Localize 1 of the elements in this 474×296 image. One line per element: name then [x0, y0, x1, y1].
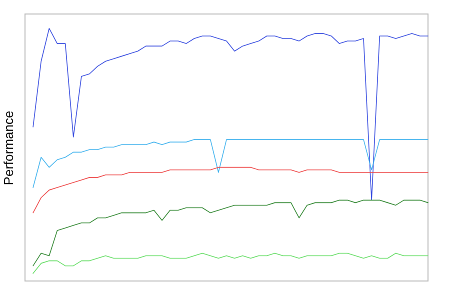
y-axis-title: Performance: [1, 110, 16, 186]
